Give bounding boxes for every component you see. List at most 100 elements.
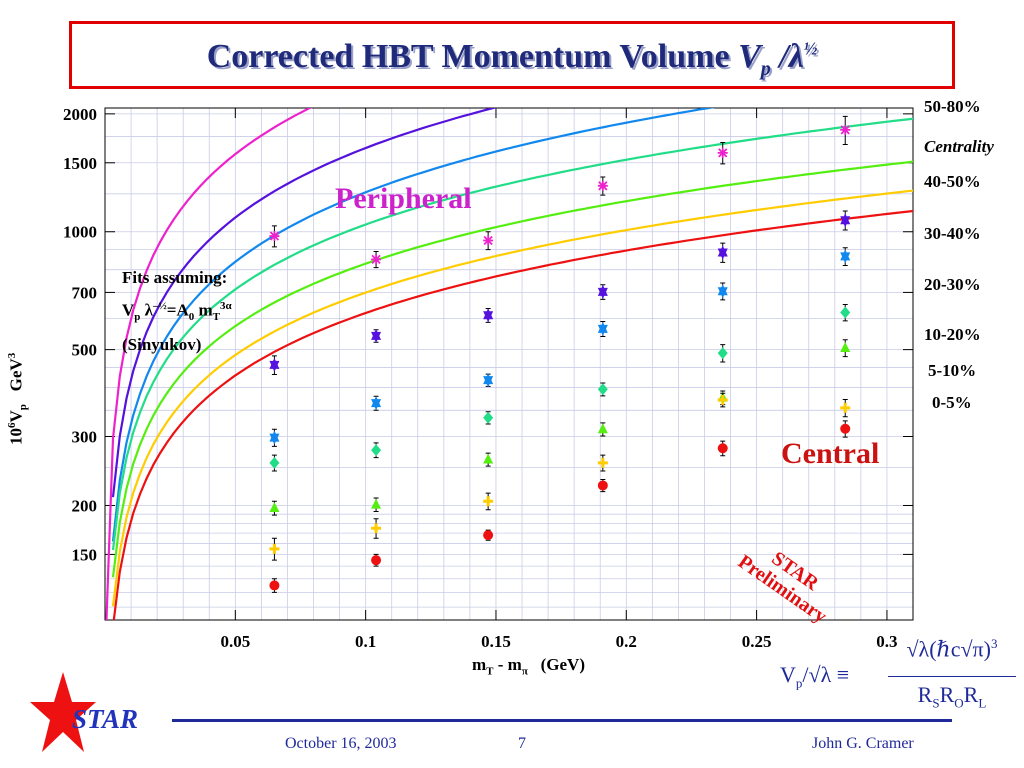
- fits-line-1: Fits assuming:: [122, 268, 228, 287]
- legend-20-30: 20-30%: [924, 275, 981, 294]
- formula-rl: R: [963, 682, 979, 707]
- data-point: [597, 180, 608, 191]
- fits-lambda-sup: –½: [153, 300, 167, 312]
- x-tick-label: 0.2: [616, 632, 637, 651]
- legend-10-20: 10-20%: [924, 325, 981, 344]
- formula-v: V: [780, 662, 796, 687]
- ylabel-pre: 10: [6, 428, 26, 445]
- central-label: Central: [781, 437, 880, 470]
- fit-curve: [105, 108, 313, 620]
- data-point-overlay: [483, 311, 494, 323]
- data-point-overlay: [371, 399, 382, 411]
- legend-50-80: 50-80%: [924, 97, 981, 116]
- data-point: [483, 453, 494, 464]
- fits-m-sub: T: [212, 311, 220, 324]
- star-logo-text: STAR: [72, 704, 139, 734]
- data-point: [269, 231, 280, 242]
- formula-ro: R: [939, 682, 955, 707]
- x-tick-label: 0.25: [742, 632, 772, 651]
- xlabel-unit: (GeV): [527, 655, 585, 674]
- data-point: [840, 423, 851, 434]
- data-point-overlay: [483, 376, 494, 388]
- y-tick-label: 2000: [63, 105, 97, 124]
- slide-title: Corrected HBT Momentum Volume Vp /λ½: [72, 38, 952, 81]
- data-point: [717, 394, 728, 405]
- formula-num-sup: 3: [991, 636, 998, 651]
- data-point-overlay: [269, 433, 280, 445]
- chart-grid: [105, 108, 913, 620]
- data-point: [840, 402, 851, 413]
- y-tick-label: 500: [72, 341, 98, 360]
- data-point: [371, 498, 382, 509]
- xlabel-sub-t: T: [486, 665, 494, 678]
- data-point: [597, 457, 608, 468]
- y-tick-label: 1500: [63, 154, 97, 173]
- title-half: ½: [803, 38, 818, 59]
- data-point-overlay: [840, 252, 851, 264]
- formula-ro-sub: O: [954, 695, 964, 711]
- formula-rs-sub: S: [932, 695, 940, 711]
- plot-frame: [104, 107, 914, 621]
- y-tick-label: 700: [72, 283, 98, 302]
- data-point: [483, 530, 494, 541]
- x-tick-label: 0.1: [355, 632, 376, 651]
- fits-eq: =A: [166, 300, 189, 320]
- fits-v-sub: p: [134, 311, 141, 324]
- y-tick-label: 1000: [63, 223, 97, 242]
- ylabel-unit: GeV: [6, 358, 26, 405]
- formula-v-sub: p: [795, 675, 803, 691]
- title-formula: Vp /λ½: [738, 38, 818, 80]
- ylabel-unit-sup: 3: [6, 352, 18, 359]
- data-point-overlay: [597, 324, 608, 336]
- fit-curves: [105, 108, 913, 620]
- fits-m: m: [194, 300, 213, 320]
- fit-curve: [111, 117, 913, 551]
- data-points: [269, 115, 851, 593]
- data-point-overlay: [597, 287, 608, 299]
- footer-author: John G. Cramer: [812, 735, 914, 752]
- data-point-overlay: [269, 360, 280, 372]
- formula-fraction-bar: [888, 676, 1016, 677]
- definition-formula: Vp/√λ ≡ √λ(ℏc√π)3 RSRORL: [780, 636, 1020, 714]
- x-axis-label: mT - mπ (GeV): [472, 655, 585, 677]
- x-tick-label: 0.15: [481, 632, 511, 651]
- formula-lhs: Vp/√λ ≡: [780, 662, 849, 691]
- y-axis-label: 106Vp GeV3: [6, 353, 29, 445]
- peripheral-label: Peripheral: [335, 182, 472, 215]
- star-logo-icon: [30, 672, 96, 752]
- fits-v: V: [122, 300, 135, 320]
- formula-denominator: RSRORL: [888, 682, 1016, 711]
- xlabel-sub-pi: π: [521, 665, 528, 678]
- title-main-text: Corrected HBT Momentum Volume: [206, 38, 730, 75]
- data-point-overlay: [717, 287, 728, 299]
- ylabel-sup: 6: [6, 422, 18, 429]
- data-point: [840, 341, 851, 352]
- data-point: [597, 423, 608, 434]
- fit-curve: [111, 160, 913, 578]
- data-point: [483, 496, 494, 507]
- data-point-overlay: [371, 331, 382, 343]
- data-point: [269, 502, 280, 513]
- y-tick-label: 300: [72, 428, 98, 447]
- fit-curve: [112, 209, 913, 620]
- ylabel-v: V: [6, 410, 26, 423]
- data-point-overlay: [717, 248, 728, 260]
- x-tick-label: 0.3: [876, 632, 897, 651]
- legend-5-10: 5-10%: [928, 361, 977, 380]
- fits-m-sup: 3α: [220, 300, 232, 312]
- footer-page-number: 7: [518, 735, 526, 752]
- fit-curve: [111, 108, 716, 542]
- legend-40-50: 40-50%: [924, 172, 981, 191]
- data-point: [483, 411, 494, 424]
- data-point: [371, 555, 382, 566]
- data-point: [269, 580, 280, 591]
- fit-curve: [111, 189, 913, 607]
- fit-curve: [111, 108, 498, 498]
- title-box: Corrected HBT Momentum Volume Vp /λ½: [69, 21, 955, 89]
- fits-a-sub: 0: [188, 311, 195, 324]
- legend-header: Centrality: [924, 137, 994, 156]
- fits-annotation: Fits assuming: Vp λ–½=A0 mT3α (Sinyukov): [122, 264, 232, 359]
- data-point: [840, 124, 851, 135]
- data-point: [371, 444, 382, 457]
- data-point: [717, 443, 728, 454]
